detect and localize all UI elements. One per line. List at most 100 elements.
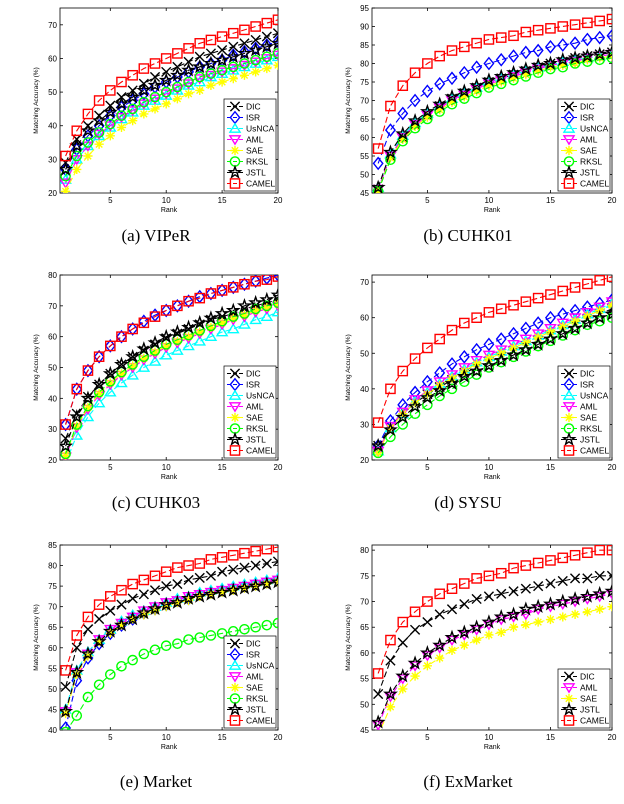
x-tick-label: 20 bbox=[608, 463, 617, 472]
legend-marker bbox=[563, 368, 575, 379]
data-point-jstl bbox=[604, 583, 612, 598]
data-point-jstl bbox=[147, 334, 163, 350]
data-point-usnca bbox=[249, 313, 262, 325]
data-point-dic bbox=[373, 688, 384, 700]
legend-label: JSTL bbox=[246, 435, 266, 445]
data-point-jstl bbox=[530, 336, 546, 351]
data-point-rksl bbox=[82, 137, 94, 148]
data-point-isr bbox=[471, 60, 483, 75]
data-point-isr bbox=[238, 44, 250, 59]
y-tick-label: 45 bbox=[360, 726, 369, 735]
data-point-rksl bbox=[272, 48, 278, 59]
data-point-camel bbox=[483, 34, 495, 45]
data-point-camel bbox=[606, 13, 612, 25]
y-axis-label: Matching Accuracy (%) bbox=[345, 334, 352, 400]
legend-marker bbox=[563, 178, 575, 189]
legend-label: SAE bbox=[580, 694, 597, 704]
data-point-camel bbox=[409, 606, 421, 618]
chart-panel-5: 5 10 15 20 40 45 50 55 60 65 70 75 80 85 Rank Matching … bbox=[33, 541, 283, 751]
data-point-isr bbox=[434, 76, 446, 91]
data-point-camel bbox=[172, 562, 183, 573]
data-point-dic bbox=[471, 593, 482, 605]
data-point-usnca bbox=[182, 339, 195, 351]
legend-label: ISR bbox=[580, 113, 594, 123]
x-tick-label: 5 bbox=[425, 196, 430, 205]
data-point-camel bbox=[459, 578, 470, 589]
data-point-sae bbox=[422, 112, 432, 122]
data-point-camel bbox=[116, 584, 127, 596]
data-point-camel bbox=[93, 351, 105, 363]
data-point-jstl bbox=[395, 409, 411, 424]
data-point-camel bbox=[93, 95, 105, 106]
caption-a: (a) VIPeR bbox=[121, 226, 191, 245]
data-point-jstl bbox=[506, 64, 522, 80]
data-point-camel bbox=[545, 23, 556, 34]
series-line-rksl bbox=[377, 57, 612, 192]
data-point-sae bbox=[116, 369, 127, 379]
data-point-dic bbox=[149, 585, 161, 596]
series-group bbox=[60, 275, 278, 460]
data-point-jstl bbox=[136, 341, 152, 356]
data-point-jstl bbox=[395, 125, 411, 141]
y-tick-label: 55 bbox=[360, 675, 369, 684]
data-point-jstl bbox=[395, 668, 411, 683]
data-point-jstl bbox=[604, 44, 612, 59]
data-point-sae bbox=[459, 92, 469, 102]
legend-marker bbox=[229, 368, 241, 379]
data-point-usnca bbox=[271, 306, 278, 317]
data-point-jstl bbox=[125, 611, 141, 626]
data-point-jstl bbox=[456, 368, 472, 383]
data-point-isr bbox=[397, 106, 409, 121]
data-point-camel bbox=[127, 578, 138, 590]
legend-marker bbox=[563, 445, 575, 456]
data-point-camel bbox=[160, 566, 172, 578]
data-point-dic bbox=[60, 681, 71, 692]
legend-marker bbox=[563, 101, 575, 112]
series-line-isr bbox=[377, 299, 612, 447]
x-tick-label: 10 bbox=[484, 196, 493, 205]
data-point-jstl bbox=[518, 61, 534, 76]
data-point-jstl bbox=[60, 161, 74, 176]
data-point-isr bbox=[372, 156, 384, 171]
data-point-camel bbox=[569, 19, 581, 30]
legend-label: DIC bbox=[246, 102, 261, 112]
data-point-dic bbox=[105, 605, 116, 616]
data-point-camel bbox=[532, 292, 544, 304]
data-point-dic bbox=[385, 655, 396, 666]
data-point-rksl bbox=[594, 315, 605, 327]
x-tick-label: 20 bbox=[274, 733, 283, 742]
data-point-isr bbox=[606, 28, 612, 43]
series-line-camel bbox=[377, 18, 612, 149]
y-tick-label: 70 bbox=[360, 598, 369, 607]
data-point-aml bbox=[193, 74, 207, 85]
data-point-jstl bbox=[592, 46, 608, 61]
data-point-isr bbox=[272, 34, 278, 49]
data-point-camel bbox=[557, 285, 569, 297]
data-point-camel bbox=[138, 317, 150, 329]
series-line-aml bbox=[377, 301, 612, 452]
data-point-jstl bbox=[181, 319, 197, 334]
data-point-dic bbox=[194, 51, 205, 62]
data-point-jstl bbox=[248, 578, 264, 593]
x-tick-label: 15 bbox=[546, 196, 555, 205]
y-tick-label: 85 bbox=[48, 541, 57, 550]
data-point-dic bbox=[272, 28, 278, 39]
data-point-dic bbox=[496, 588, 507, 599]
data-point-sae bbox=[582, 607, 592, 617]
data-point-dic bbox=[422, 616, 433, 628]
data-point-jstl bbox=[506, 347, 522, 362]
data-point-jstl bbox=[456, 83, 472, 98]
data-point-camel bbox=[459, 41, 470, 53]
data-point-rksl bbox=[60, 726, 71, 730]
data-point-dic bbox=[397, 637, 408, 648]
data-point-camel bbox=[409, 353, 421, 364]
data-point-aml bbox=[60, 178, 72, 189]
data-point-isr bbox=[495, 332, 507, 346]
series-line-rksl bbox=[65, 302, 278, 455]
data-point-rksl bbox=[127, 103, 138, 115]
x-tick-label: 20 bbox=[608, 733, 617, 742]
data-point-dic bbox=[557, 575, 568, 587]
data-point-isr bbox=[384, 123, 396, 137]
